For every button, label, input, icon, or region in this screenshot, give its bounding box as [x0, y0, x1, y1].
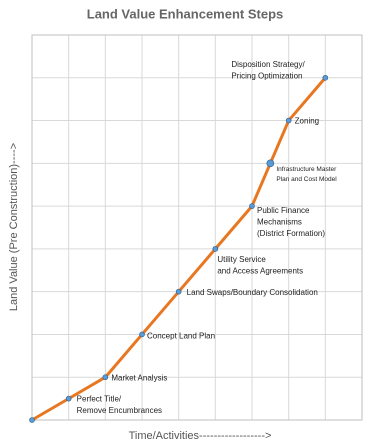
point-label: Concept Land Plan: [147, 332, 215, 341]
point-label: Utility Service: [217, 255, 266, 264]
series-line: [31, 76, 327, 422]
data-point: [322, 74, 329, 81]
data-point: [65, 395, 72, 402]
data-point: [285, 117, 292, 124]
chart-title: Land Value Enhancement Steps: [87, 6, 284, 21]
point-label: Infrastructure Master: [276, 166, 337, 173]
plot-border: [31, 34, 363, 421]
point-label: Disposition Strategy/: [231, 60, 305, 69]
point-label: Public Finance: [257, 206, 310, 215]
point-label: Land Swaps/Boundary Consolidation: [187, 288, 318, 297]
point-label: Zoning: [295, 117, 319, 126]
point-label: Perfect Title/: [77, 395, 122, 404]
point-label: and Access Agreements: [217, 266, 303, 275]
data-point: [175, 288, 182, 295]
x-axis-label: Time/Activities------------------>: [129, 430, 272, 442]
data-point: [266, 159, 275, 168]
point-label: Plan and Cost Model: [276, 176, 337, 183]
data-point: [29, 417, 35, 423]
data-point: [139, 331, 145, 338]
point-label: Pricing Optimization: [231, 71, 302, 80]
point-label: (District Formation): [257, 229, 325, 238]
point-label: Market Analysis: [111, 373, 167, 382]
data-point: [249, 203, 255, 209]
y-axis-label: Land Value (Pre Construction)---->: [8, 143, 20, 311]
data-point: [212, 246, 219, 252]
point-label: Mechanisms: [257, 218, 302, 227]
data-point: [102, 374, 109, 381]
point-label: Remove Encumbrances: [77, 406, 162, 415]
